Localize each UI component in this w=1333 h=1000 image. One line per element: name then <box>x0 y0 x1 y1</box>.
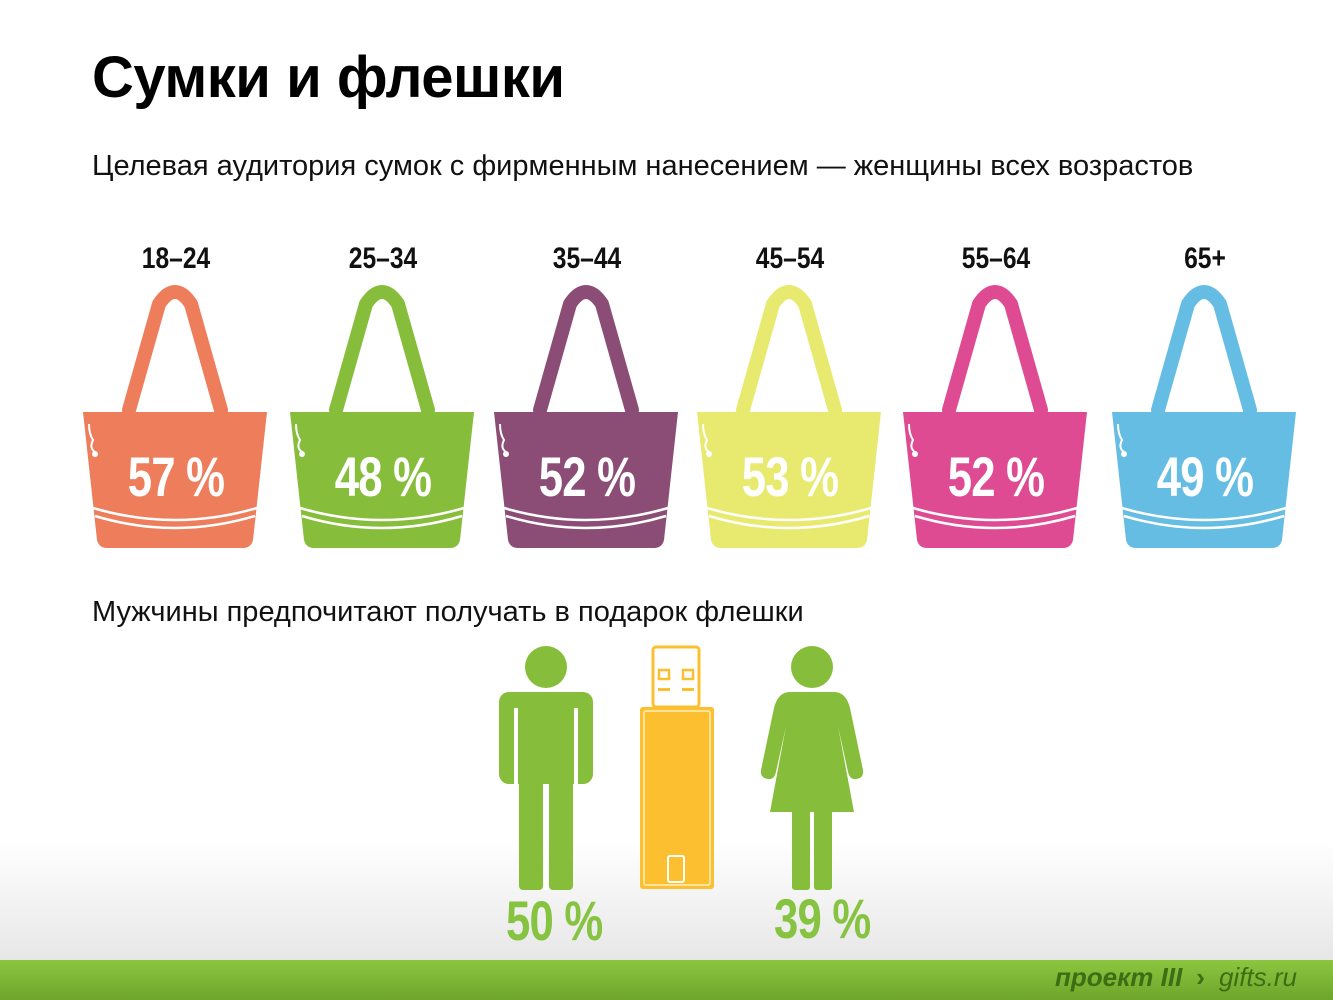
bag-age-label: 25–34 <box>348 242 418 275</box>
bag-percent: 53 % <box>741 445 839 508</box>
footer-separator-icon: › <box>1196 962 1205 992</box>
man-icon <box>499 646 593 890</box>
men-preference-text: Мужчины предпочитают получать в подарок … <box>92 596 804 628</box>
bag-percent: 57 % <box>127 445 225 508</box>
bag-percent: 52 % <box>947 445 1045 508</box>
bag-age-label: 65+ <box>1184 242 1226 275</box>
bag-icon <box>1112 285 1296 548</box>
bag-icon <box>83 285 267 548</box>
bag-age-label: 35–44 <box>552 242 622 275</box>
bag-item: 55–64 52 % <box>903 238 1089 558</box>
woman-icon <box>760 646 864 890</box>
bag-icon <box>697 285 881 548</box>
footer-brand: проект III › gifts.ru <box>1055 962 1297 993</box>
bag-icon <box>903 285 1087 548</box>
bag-icon <box>290 285 474 548</box>
bag-item: 35–44 52 % <box>494 238 680 558</box>
usb-flash-drive-icon <box>640 645 714 889</box>
bag-icon <box>494 285 678 548</box>
bag-age-label: 45–54 <box>755 242 825 275</box>
brand-logo[interactable]: проект III <box>1055 962 1183 992</box>
bag-percent: 48 % <box>334 445 432 508</box>
bag-item: 18–24 57 % <box>83 238 269 558</box>
subtitle: Целевая аудитория сумок с фирменным нане… <box>92 150 1194 182</box>
bag-item: 25–34 48 % <box>290 238 476 558</box>
bag-item: 45–54 53 % <box>697 238 883 558</box>
men-percent: 50 % <box>506 889 603 952</box>
site-link[interactable]: gifts.ru <box>1218 962 1297 992</box>
bag-percent: 52 % <box>538 445 636 508</box>
women-percent: 39 % <box>774 887 871 950</box>
page-title: Сумки и флешки <box>92 45 565 110</box>
bag-item: 65+ 49 % <box>1112 238 1298 558</box>
bag-percent: 49 % <box>1156 445 1254 508</box>
bag-age-label: 18–24 <box>141 242 211 275</box>
bag-age-label: 55–64 <box>961 242 1031 275</box>
footer-bar <box>0 960 1333 1000</box>
